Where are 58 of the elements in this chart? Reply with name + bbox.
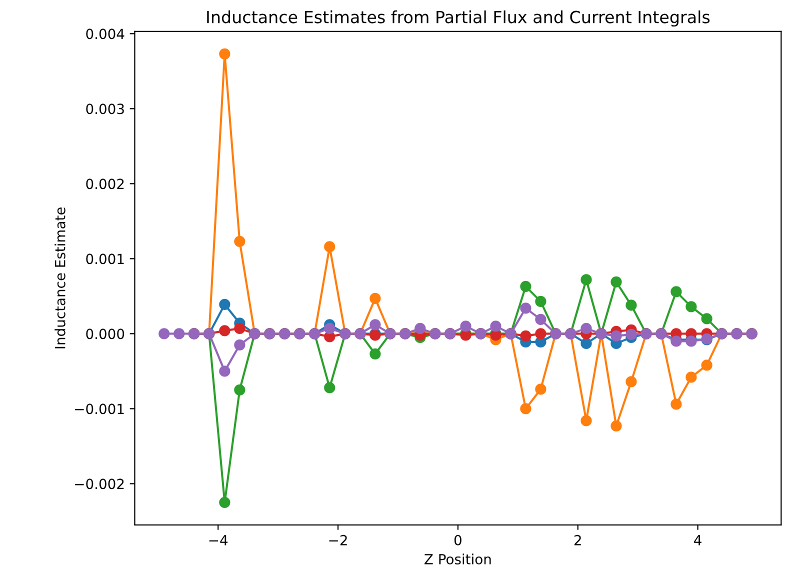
point [626,300,637,311]
point [535,314,546,326]
point [370,348,381,360]
point [626,376,637,388]
point [520,330,532,342]
point [219,48,230,60]
point [580,338,592,350]
x-axis-title: Z Position [424,554,491,564]
point [234,322,246,334]
point [686,301,697,312]
point [158,328,170,340]
point [324,382,336,394]
point [234,384,246,396]
y-tick-label: 0.004 [86,28,124,40]
x-tick-label: 4 [694,535,702,546]
point [219,325,230,336]
y-tick-label: 0.000 [86,328,124,340]
point [670,286,682,298]
point [580,415,592,426]
point [610,420,622,432]
y-tick-label: 0.002 [86,178,124,190]
y-axis-title: Inductance Estimate [54,208,66,348]
point [520,403,532,414]
point [324,241,336,252]
point [580,274,592,286]
point [219,496,230,508]
x-tick-label: 2 [574,534,581,546]
point [370,292,381,304]
point [701,313,712,324]
point [535,296,546,308]
point [520,302,532,314]
point [234,339,246,351]
y-tick-label: −0.001 [75,404,124,414]
point [670,398,682,410]
point [460,320,472,332]
point [174,328,185,340]
point [490,320,502,332]
x-tick-label: −4 [209,535,228,546]
point [520,280,532,292]
point [370,319,381,330]
point [626,328,637,340]
point [610,276,622,288]
point [219,298,230,310]
point [580,322,592,334]
x-tick-label: 0 [454,534,462,546]
point [234,236,246,247]
point [324,322,336,334]
point [219,366,230,377]
y-tick-label: −0.002 [75,478,124,490]
point [686,372,697,383]
point [535,384,546,395]
point [610,330,622,342]
chart-title: Inductance Estimates from Partial Flux and Current Integrals [207,10,710,27]
y-tick-label: 0.001 [86,254,124,264]
point [701,360,712,371]
y-tick-label: 0.003 [86,104,124,114]
point [535,328,546,340]
x-tick-label: −2 [329,534,347,546]
